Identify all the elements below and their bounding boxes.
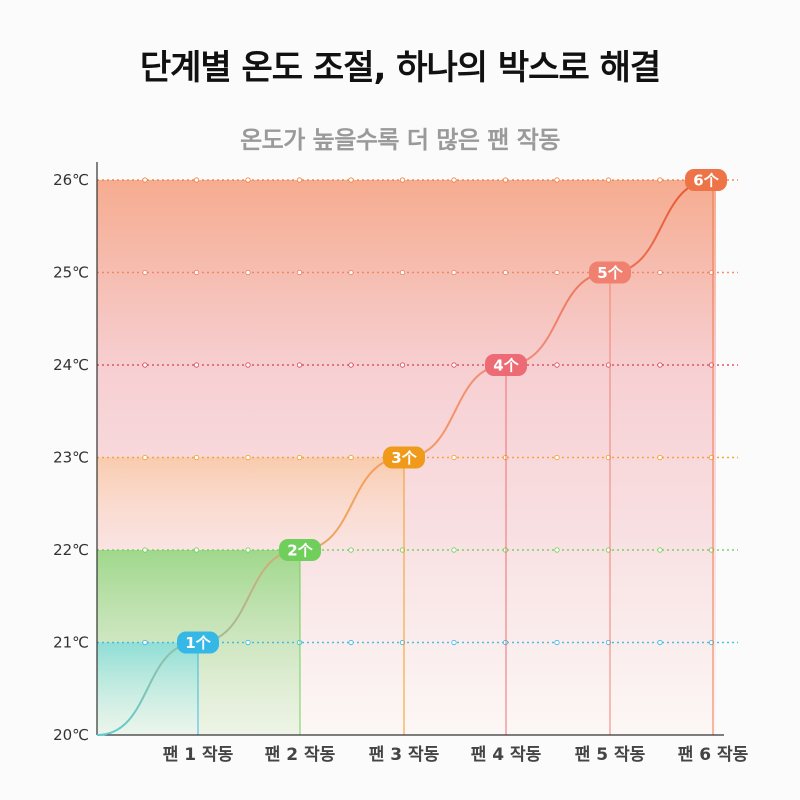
band-22-23 [97,457,404,550]
y-tick-label: 23℃ [53,449,89,467]
grid-dot [657,547,663,553]
grid-dot [451,639,457,646]
grid-dot [193,362,200,368]
grid-dot [193,177,200,183]
page-subtitle: 온도가 높을수록 더 많은 팬 작동 [240,126,560,154]
grid-dot [296,362,303,368]
fan-5-badge-label: 5个 [597,264,623,282]
grid-dot [142,639,148,646]
fan-1-badge [177,631,219,654]
grid-dot [348,362,354,368]
x-tick-label: 팬 4 작동 [471,745,542,765]
x-tick-label: 팬 2 작동 [265,745,336,765]
fan-1-badge-label: 1个 [185,634,211,652]
grid-dot [554,177,560,183]
grid-dot [245,454,251,461]
grid-dot [348,269,354,276]
fan-5-badge [589,261,631,284]
grid-dot [245,639,251,646]
grid-dot [399,177,406,183]
grid-dot [245,177,251,183]
fan-4-badge [485,354,527,376]
grid-dot [296,454,303,461]
fan-2-badge [279,539,321,561]
grid-dot [657,362,663,368]
y-tick-label: 24℃ [53,356,89,374]
grid-dot [348,639,354,646]
grid-dot [245,269,251,276]
grid-dot [502,269,509,276]
grid-dot [502,177,509,183]
grid-dot [193,547,200,553]
grid-dot [296,269,303,276]
fan-6-badge-label: 6个 [693,172,719,190]
x-tick-label: 팬 6 작동 [678,745,749,765]
grid-dot [142,177,148,183]
grid-dot [399,269,406,276]
grid-dot [451,454,457,461]
grid-dot [142,454,148,461]
grid-dot [245,362,251,368]
fan-4-badge-label: 4个 [493,357,519,375]
y-tick-label: 21℃ [53,634,89,652]
grid-dot [142,362,148,368]
grid-dot [554,454,560,461]
grid-dot [451,547,457,553]
grid-dot [657,177,663,183]
y-tick-label: 22℃ [53,541,89,559]
grid-dot [399,362,406,368]
grid-dot [657,269,663,276]
grid-dot [554,362,560,368]
fan-3-badge-label: 3个 [391,449,417,467]
grid-dot [245,547,251,553]
grid-dot [348,177,354,183]
grid-dot [193,269,200,276]
grid-dot [348,454,354,461]
grid-dot [554,547,560,553]
grid-dot [348,547,354,553]
grid-dot [451,362,457,368]
grid-dot [657,454,663,461]
grid-dot [605,177,612,183]
grid-dot [142,547,148,553]
y-tick-label: 25℃ [53,264,89,282]
grid-dot [451,177,457,183]
grid-dot [296,177,303,183]
fan-2-badge-label: 2个 [287,542,313,560]
x-tick-label: 팬 1 작동 [163,745,234,765]
y-tick-label: 20℃ [53,726,89,744]
x-tick-label: 팬 3 작동 [369,745,440,765]
grid-dot [451,269,457,276]
grid-dot [193,454,200,461]
grid-dot [142,269,148,276]
y-tick-label: 26℃ [53,171,89,189]
grid-dot [554,639,560,646]
grid-dot [554,269,560,276]
fan-6-badge [685,169,727,191]
page-title: 단계별 온도 조절, 하나의 박스로 해결 [139,48,661,88]
grid-dot [657,639,663,646]
fan-3-badge [383,446,425,469]
x-tick-label: 팬 5 작동 [575,745,646,765]
